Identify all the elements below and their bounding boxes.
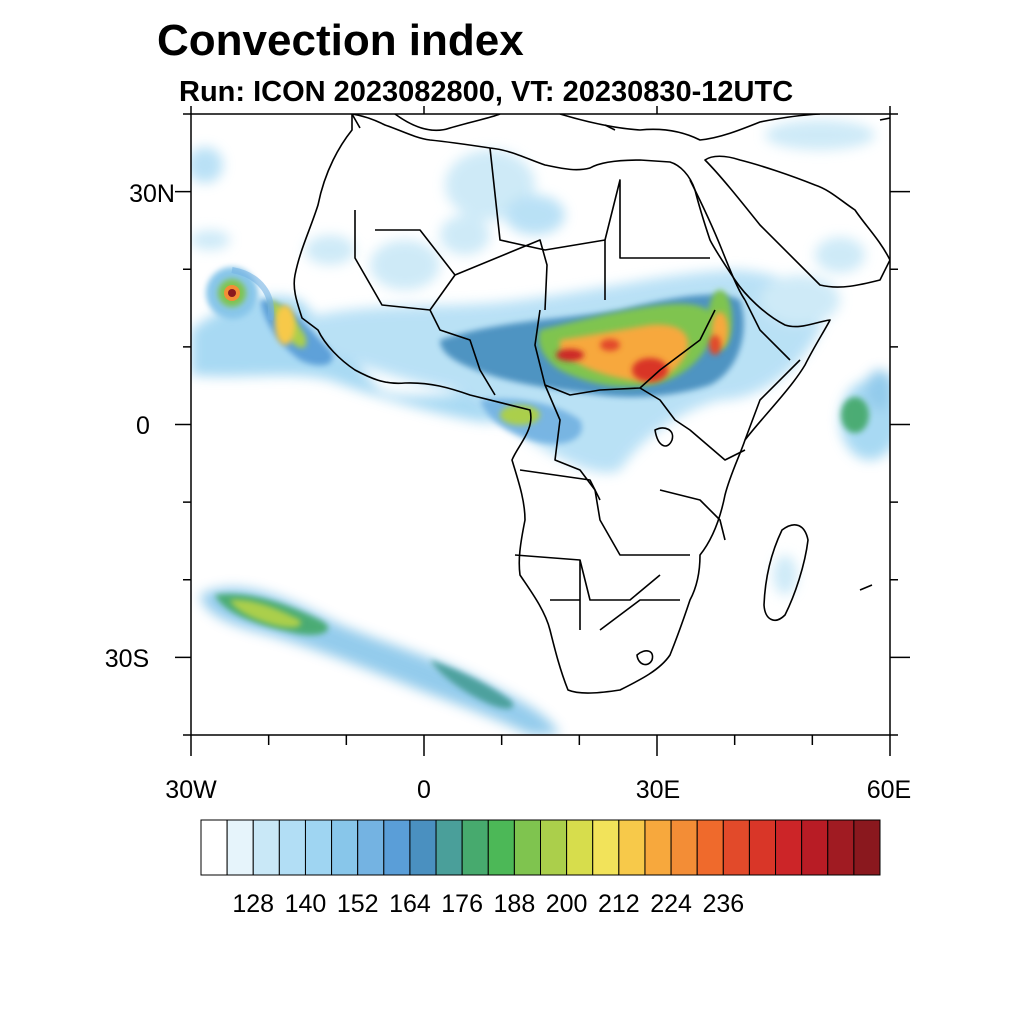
colorbar-box: [540, 819, 568, 876]
colorbar-box: [278, 819, 306, 876]
colorbar-label: 164: [389, 890, 431, 918]
colorbar-box: [357, 819, 385, 876]
axis-ticks: [175, 106, 910, 756]
colorbar-box: [252, 819, 280, 876]
colorbar-label: 152: [337, 890, 379, 918]
country-borders: [354, 147, 801, 631]
colorbar-box: [435, 819, 463, 876]
convection-field: [191, 120, 890, 735]
colorbar-box: [566, 819, 594, 876]
chart-subtitle: Run: ICON 2023082800, VT: 20230830-12UTC: [179, 76, 793, 108]
lon-label-60e: 60E: [867, 776, 911, 804]
colorbar-box: [200, 819, 228, 876]
colorbar-box: [853, 819, 881, 876]
map-area: 30N 0 30S 30W 0 30E 60E: [105, 106, 911, 804]
colorbar-box: [304, 819, 333, 876]
colorbar-box: [383, 819, 411, 876]
colorbar-box: [409, 819, 437, 876]
colorbar-labels: 128 140 152 164 176 188 200 212 224 236: [232, 890, 744, 918]
colorbar-label: 176: [441, 890, 483, 918]
coastlines: [293, 114, 890, 694]
colorbar-box: [331, 819, 359, 876]
lon-label-30w: 30W: [165, 776, 217, 804]
colorbar-box: [748, 819, 777, 876]
colorbar-box: [487, 819, 515, 876]
colorbar-box: [618, 819, 646, 876]
colorbar-label: 236: [702, 890, 744, 918]
colorbar-box: [461, 819, 489, 876]
lon-tick-labels: 30W 0 30E 60E: [165, 776, 911, 804]
colorbar-box: [722, 819, 750, 876]
colorbar-box: [644, 819, 672, 876]
chart-title: Convection index: [157, 16, 524, 65]
colorbar-label: 212: [598, 890, 640, 918]
colorbar-box: [513, 819, 542, 876]
colorbar-box: [696, 819, 724, 876]
colorbar-label: 188: [494, 890, 536, 918]
colorbar-box: [670, 819, 698, 876]
lat-label-30n: 30N: [129, 180, 175, 208]
colorbar-label: 200: [546, 890, 588, 918]
colorbar-label: 128: [232, 890, 274, 918]
lon-label-0: 0: [417, 776, 431, 804]
lon-label-30e: 30E: [636, 776, 680, 804]
colorbar: 128 140 152 164 176 188 200 212 224 236: [200, 819, 881, 918]
colorbar-box: [592, 819, 620, 876]
colorbar-label: 140: [285, 890, 327, 918]
lat-tick-labels: 30N 0 30S: [105, 180, 175, 673]
colorbar-box: [801, 819, 829, 876]
colorbar-box: [226, 819, 254, 876]
colorbar-box: [775, 819, 803, 876]
lat-label-0: 0: [136, 412, 150, 440]
colorbar-label: 224: [650, 890, 692, 918]
colorbar-box: [827, 819, 855, 876]
cyclone: [206, 267, 274, 321]
lat-label-30s: 30S: [105, 645, 149, 673]
colorbar-boxes: [200, 819, 881, 876]
